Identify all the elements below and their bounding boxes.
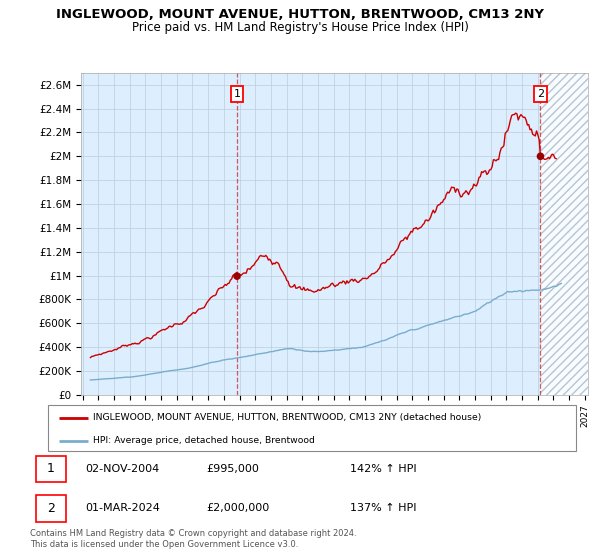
- Text: 142% ↑ HPI: 142% ↑ HPI: [350, 464, 417, 474]
- FancyBboxPatch shape: [35, 495, 66, 521]
- Text: INGLEWOOD, MOUNT AVENUE, HUTTON, BRENTWOOD, CM13 2NY: INGLEWOOD, MOUNT AVENUE, HUTTON, BRENTWO…: [56, 8, 544, 21]
- Text: 2: 2: [537, 88, 544, 99]
- Text: INGLEWOOD, MOUNT AVENUE, HUTTON, BRENTWOOD, CM13 2NY (detached house): INGLEWOOD, MOUNT AVENUE, HUTTON, BRENTWO…: [93, 413, 481, 422]
- Text: HPI: Average price, detached house, Brentwood: HPI: Average price, detached house, Bren…: [93, 436, 315, 445]
- Text: Contains HM Land Registry data © Crown copyright and database right 2024.
This d: Contains HM Land Registry data © Crown c…: [30, 529, 356, 549]
- Bar: [541, 73, 600, 395]
- Bar: [541, 73, 600, 395]
- FancyBboxPatch shape: [35, 456, 66, 482]
- Text: £2,000,000: £2,000,000: [206, 503, 270, 513]
- Text: 02-NOV-2004: 02-NOV-2004: [85, 464, 160, 474]
- Text: 2: 2: [47, 502, 55, 515]
- Point: [536, 152, 545, 161]
- Text: 137% ↑ HPI: 137% ↑ HPI: [350, 503, 416, 513]
- Point: [232, 272, 242, 281]
- Text: £995,000: £995,000: [206, 464, 260, 474]
- FancyBboxPatch shape: [48, 405, 576, 451]
- Text: 1: 1: [47, 463, 55, 475]
- Text: 1: 1: [233, 88, 241, 99]
- Text: Price paid vs. HM Land Registry's House Price Index (HPI): Price paid vs. HM Land Registry's House …: [131, 21, 469, 34]
- Text: 01-MAR-2024: 01-MAR-2024: [85, 503, 160, 513]
